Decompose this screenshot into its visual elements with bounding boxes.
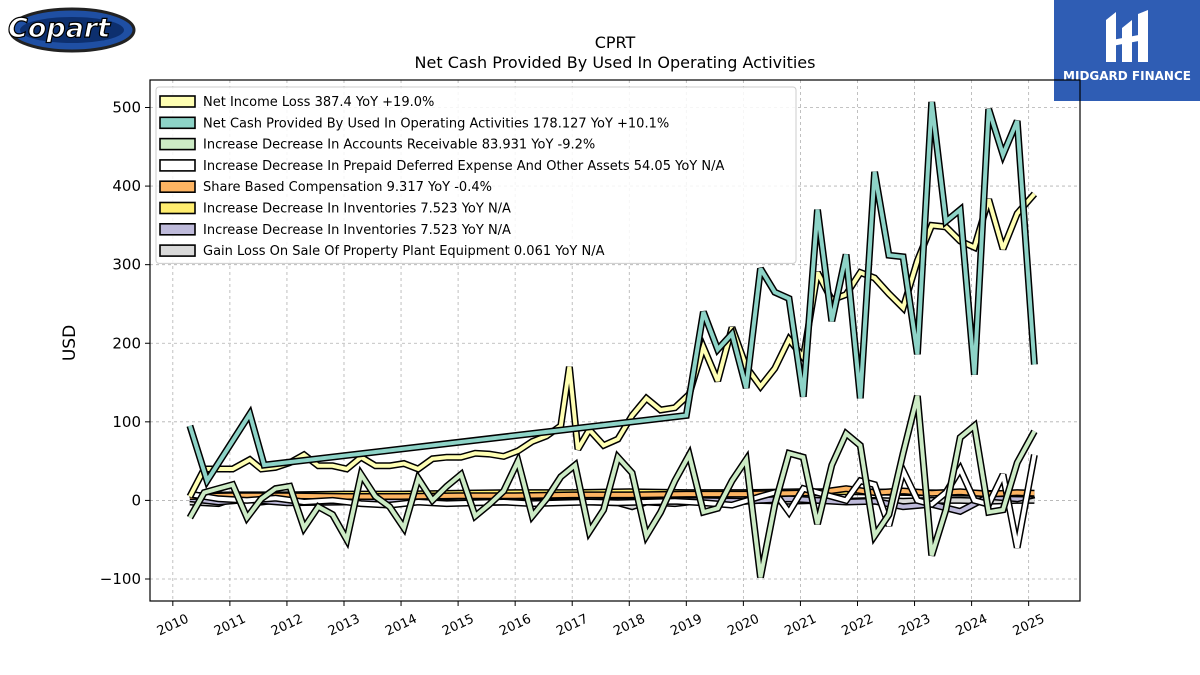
y-tick-label: 200 (112, 334, 141, 352)
legend-entry: Share Based Compensation 9.317 YoY -0.4% (203, 180, 492, 195)
legend-swatch (159, 244, 196, 257)
legend-entry: Increase Decrease In Accounts Receivable… (203, 138, 595, 153)
copart-logo: Copart (4, 4, 136, 54)
y-tick-label: 100 (112, 413, 141, 431)
legend-entry: Net Income Loss 387.4 YoY +19.0% (203, 95, 434, 110)
x-tick-label: 2010 (155, 612, 191, 640)
x-tick-label: 2021 (782, 612, 818, 640)
legend-swatch (159, 180, 196, 193)
legend-swatch (159, 223, 196, 236)
series-line (186, 101, 1038, 490)
x-tick-label: 2017 (554, 612, 590, 640)
chart-subtitle: Net Cash Provided By Used In Operating A… (415, 53, 816, 72)
midgard-finance-logo: MIDGARD FINANCE (1054, 0, 1200, 101)
y-axis-ticks: −100 0 100 200 300 400 500 (100, 99, 150, 588)
x-tick-label: 2019 (668, 612, 704, 640)
legend-swatch (159, 137, 196, 151)
x-tick-label: 2013 (326, 612, 362, 640)
x-tick-label: 2025 (1011, 612, 1047, 640)
chart-title: CPRT (595, 33, 636, 52)
x-tick-label: 2011 (212, 612, 248, 640)
legend-box (155, 86, 797, 264)
plot-frame (149, 79, 1081, 602)
x-tick-label: 2024 (954, 612, 990, 640)
legend: Net Income Loss 387.4 YoY +19.0% Net Cash… (155, 86, 797, 264)
series-line (186, 191, 1038, 499)
series-line (186, 395, 1038, 579)
x-tick-label: 2012 (269, 612, 305, 640)
series-line (189, 454, 1038, 549)
legend-entry: Gain Loss On Sale Of Property Plant Equi… (203, 244, 605, 259)
x-tick-label: 2020 (725, 612, 761, 640)
series-lines (186, 101, 1038, 579)
x-tick-label: 2016 (497, 612, 533, 640)
x-tick-label: 2023 (897, 612, 933, 640)
legend-entry: Increase Decrease In Prepaid Deferred Ex… (203, 159, 724, 174)
x-axis-ticks: 2010 2011 2012 2013 2014 2015 2016 2017 2018 2019… (155, 601, 1047, 639)
legend-swatch (159, 95, 196, 108)
legend-swatch (159, 116, 196, 130)
legend-entry: Increase Decrease In Inventories 7.523 Y… (203, 202, 511, 217)
y-tick-label: −100 (100, 570, 141, 588)
y-axis-label: USD (60, 325, 80, 361)
legend-entry: Increase Decrease In Inventories 7.523 Y… (203, 223, 511, 238)
x-tick-label: 2018 (611, 612, 647, 640)
midgard-logo-text: MIDGARD FINANCE (1063, 69, 1191, 83)
y-tick-label: 300 (112, 256, 141, 274)
x-tick-label: 2015 (440, 612, 476, 640)
y-tick-label: 400 (112, 177, 141, 195)
y-tick-label: 500 (112, 99, 141, 117)
y-tick-label: 0 (131, 491, 141, 509)
copart-logo-text: Copart (8, 13, 111, 44)
legend-entry: Net Cash Provided By Used In Operating A… (203, 116, 669, 131)
x-tick-label: 2014 (383, 612, 419, 640)
legend-swatch (159, 159, 196, 172)
x-tick-label: 2022 (840, 612, 876, 640)
legend-swatch (159, 201, 196, 215)
